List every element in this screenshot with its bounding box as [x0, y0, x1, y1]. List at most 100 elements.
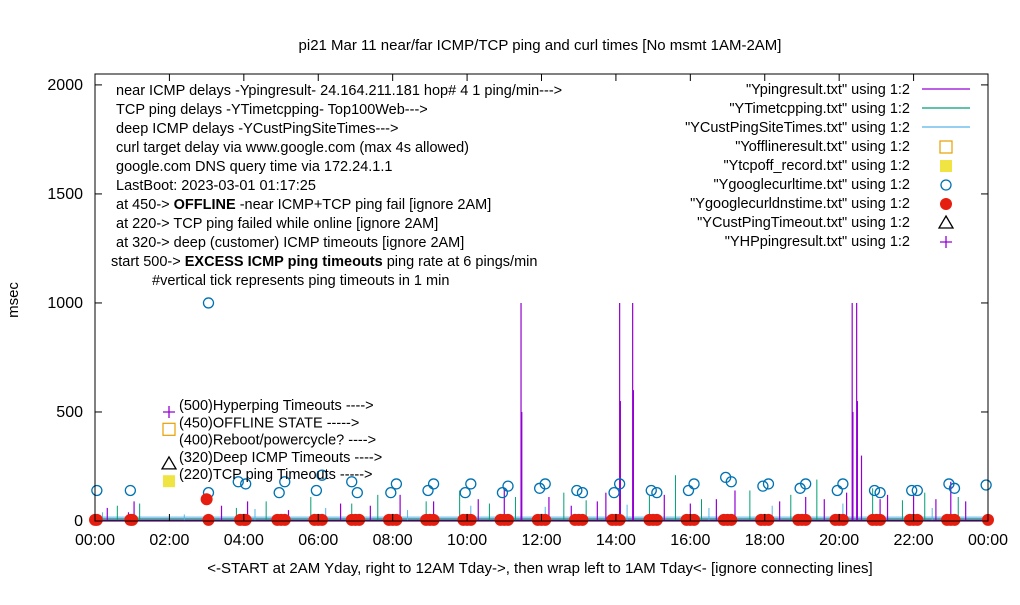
- x-tick-label: 22:00: [894, 532, 934, 549]
- curl-time-point: [800, 478, 812, 490]
- curl-time-point: [613, 478, 626, 490]
- marker-label-symbol: [163, 406, 175, 418]
- curl-time-point: [502, 480, 514, 492]
- state-annotation: at 220-> TCP ping failed while online [i…: [116, 216, 438, 232]
- chart-title: pi21 Mar 11 near/far ICMP/TCP ping and c…: [299, 37, 782, 54]
- state-annotation: #vertical tick represents ping timeouts …: [152, 273, 449, 289]
- dns-time-point: [613, 513, 626, 526]
- info-annotation: google.com DNS query time via 172.24.1.1: [116, 159, 392, 175]
- curl-time-point: [124, 484, 136, 497]
- curl-time-point: [351, 487, 363, 499]
- curl-time-point: [422, 484, 434, 497]
- marker-label-symbol: [162, 422, 176, 436]
- dns-time-point: [315, 513, 328, 526]
- marker-label: (400)Reboot/powercycle? ---->: [179, 433, 376, 449]
- legend: "Ypingresult.txt" using 1:2 "YTimetcpping…: [685, 82, 970, 250]
- dns-time-point: [836, 513, 849, 526]
- dns-time-point: [502, 513, 515, 526]
- state-annotation: at 320-> deep (customer) ICMP timeouts […: [116, 235, 464, 251]
- legend-entry-marker: [940, 179, 952, 191]
- state-annotation: start 500-> EXCESS ICMP ping timeouts pi…: [111, 254, 537, 270]
- y-tick-label: 500: [56, 404, 83, 421]
- curl-time-point: [465, 478, 477, 490]
- curl-time-point: [868, 484, 881, 497]
- legend-entry-marker: [937, 214, 955, 229]
- curl-time-point: [874, 487, 886, 499]
- info-annotation: near ICMP delays -Ypingresult- 24.164.21…: [116, 83, 562, 99]
- curl-time-point: [911, 484, 923, 497]
- dns-time-point: [353, 513, 366, 526]
- dns-time-point: [202, 513, 215, 526]
- curl-time-point: [608, 487, 620, 499]
- dns-time-point: [90, 513, 103, 526]
- curl-time-point: [202, 297, 215, 309]
- curl-time-point: [576, 487, 589, 499]
- plot-area: 0 500 1000 1500 2000 00:00 02:00 04:00 06:00 08:0…: [47, 73, 1008, 549]
- legend-entry-marker: [939, 140, 953, 154]
- legend-entry-label: "Ytcpoff_record.txt" using 1:2: [723, 158, 910, 174]
- dns-time-point: [799, 513, 812, 526]
- curl-time-point: [390, 478, 403, 490]
- curl-time-point: [645, 484, 657, 497]
- dns-time-point: [762, 513, 775, 526]
- curl-time-point: [762, 478, 775, 490]
- info-annotation: curl target delay via www.google.com (ma…: [116, 140, 469, 156]
- y-axis-label: msec: [5, 282, 22, 318]
- curl-time-point: [232, 476, 244, 488]
- legend-entry-label: "Ypingresult.txt" using 1:2: [746, 82, 910, 98]
- curl-time-point: [279, 476, 291, 488]
- dns-time-point: [390, 513, 403, 526]
- x-tick-label: 10:00: [447, 532, 487, 549]
- curl-time-point: [316, 469, 328, 481]
- curl-time-point: [688, 478, 700, 490]
- curl-time-point: [459, 487, 471, 499]
- curl-time-point: [385, 487, 397, 499]
- curl-time-point: [571, 484, 583, 497]
- x-tick-label: 00:00: [75, 532, 115, 549]
- curl-time-point: [906, 484, 918, 497]
- legend-entry-label: "YTimetcpping.txt" using 1:2: [729, 101, 910, 117]
- dns-time-point: [725, 513, 738, 526]
- y-tick-label: 0: [74, 513, 83, 530]
- dns-time-point: [126, 513, 139, 526]
- legend-entry-marker: [940, 160, 952, 172]
- dns-time-point: [650, 513, 663, 526]
- dns-time-point: [464, 513, 477, 526]
- x-tick-label: 06:00: [298, 532, 338, 549]
- legend-entry-label: "YCustPingTimeout.txt" using 1:2: [697, 215, 910, 231]
- curl-time-point: [682, 484, 695, 497]
- y-tick-label: 1500: [47, 186, 83, 203]
- curl-time-point: [346, 476, 358, 488]
- annotation-layer: near ICMP delays -Ypingresult- 24.164.21…: [111, 83, 562, 488]
- curl-time-point: [837, 478, 849, 490]
- x-tick-label: 02:00: [149, 532, 189, 549]
- state-annotation: at 450-> OFFLINE -near ICMP+TCP ping fai…: [116, 197, 491, 213]
- x-tick-label: 16:00: [670, 532, 710, 549]
- dns-time-point: [576, 513, 589, 526]
- dns-time-point: [688, 513, 701, 526]
- dns-time-point: [911, 513, 924, 526]
- curl-time-point: [539, 478, 551, 490]
- curl-time-point: [831, 484, 843, 497]
- dns-time-point: [239, 513, 252, 526]
- legend-entry-label: "YCustPingSiteTimes.txt" using 1:2: [685, 120, 910, 136]
- info-annotation: deep ICMP delays -YCustPingSiteTimes--->: [116, 121, 398, 137]
- info-annotation: TCP ping delays -YTimetcpping- Top100Web…: [116, 102, 428, 118]
- dns-time-point: [200, 493, 213, 506]
- x-tick-label: 00:00: [968, 532, 1008, 549]
- y-tick-label: 2000: [47, 77, 83, 94]
- curl-time-point: [980, 479, 992, 491]
- info-annotation: LastBoot: 2023-03-01 01:17:25: [116, 178, 316, 194]
- x-tick-label: 18:00: [745, 532, 785, 549]
- curl-time-point: [310, 484, 323, 497]
- x-tick-label: 08:00: [373, 532, 413, 549]
- legend-entry-marker: [940, 198, 952, 210]
- marker-label: (220)TCP ping Timeouts ----->: [179, 467, 373, 483]
- curl-time-point: [757, 480, 769, 492]
- curl-time-point: [91, 484, 103, 497]
- marker-label-symbol: [163, 475, 175, 488]
- dns-time-point: [948, 513, 961, 526]
- curl-time-point: [240, 478, 252, 490]
